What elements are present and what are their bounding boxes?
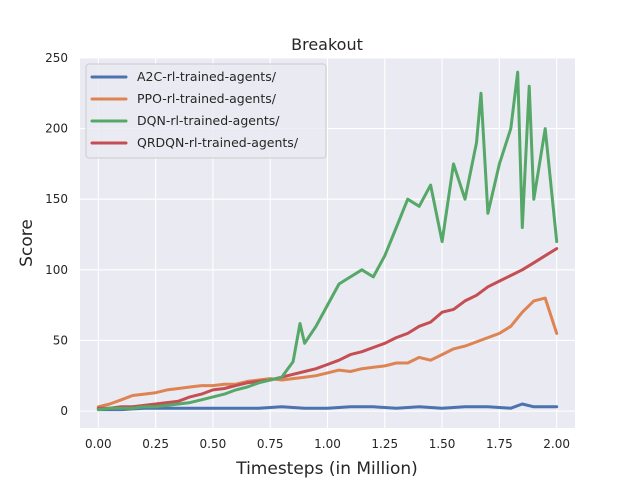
x-tick-label: 0.50 [200, 437, 227, 451]
x-tick-label: 1.75 [486, 437, 513, 451]
y-tick-label: 150 [45, 192, 68, 206]
x-tick-label: 0.75 [257, 437, 284, 451]
x-tick-labels: 0.00 0.25 0.50 0.75 1.00 1.25 1.50 1.75 2.00 [85, 437, 570, 451]
y-tick-label: 200 [45, 122, 68, 136]
series-line-0 [96, 402, 559, 412]
series-layer [96, 70, 559, 412]
chart-title: Breakout [291, 35, 363, 54]
legend-box [85, 63, 327, 159]
y-tick-label: 250 [45, 51, 68, 65]
legend-label: DQN-rl-trained-agents/ [137, 113, 280, 128]
y-tick-labels: 0 50 100 150 200 250 [45, 51, 68, 418]
y-axis-label: Score [17, 219, 37, 267]
x-tick-label: 1.00 [314, 437, 341, 451]
series-line-2 [96, 70, 559, 412]
series-line-1 [96, 296, 559, 409]
legend-label: QRDQN-rl-trained-agents/ [137, 135, 299, 150]
x-tick-label: 1.25 [371, 437, 398, 451]
legend: A2C-rl-trained-agents/PPO-rl-trained-age… [85, 63, 327, 159]
x-tick-label: 0.00 [85, 437, 112, 451]
y-tick-label: 100 [45, 263, 68, 277]
x-tick-label: 0.25 [142, 437, 169, 451]
legend-label: PPO-rl-trained-agents/ [137, 91, 277, 106]
x-axis-label: Timesteps (in Million) [235, 459, 418, 479]
x-tick-label: 2.00 [543, 437, 570, 451]
y-tick-label: 0 [60, 404, 68, 418]
legend-label: A2C-rl-trained-agents/ [137, 69, 277, 84]
series-line-3 [96, 247, 559, 410]
y-tick-label: 50 [53, 333, 68, 347]
x-tick-label: 1.50 [429, 437, 456, 451]
